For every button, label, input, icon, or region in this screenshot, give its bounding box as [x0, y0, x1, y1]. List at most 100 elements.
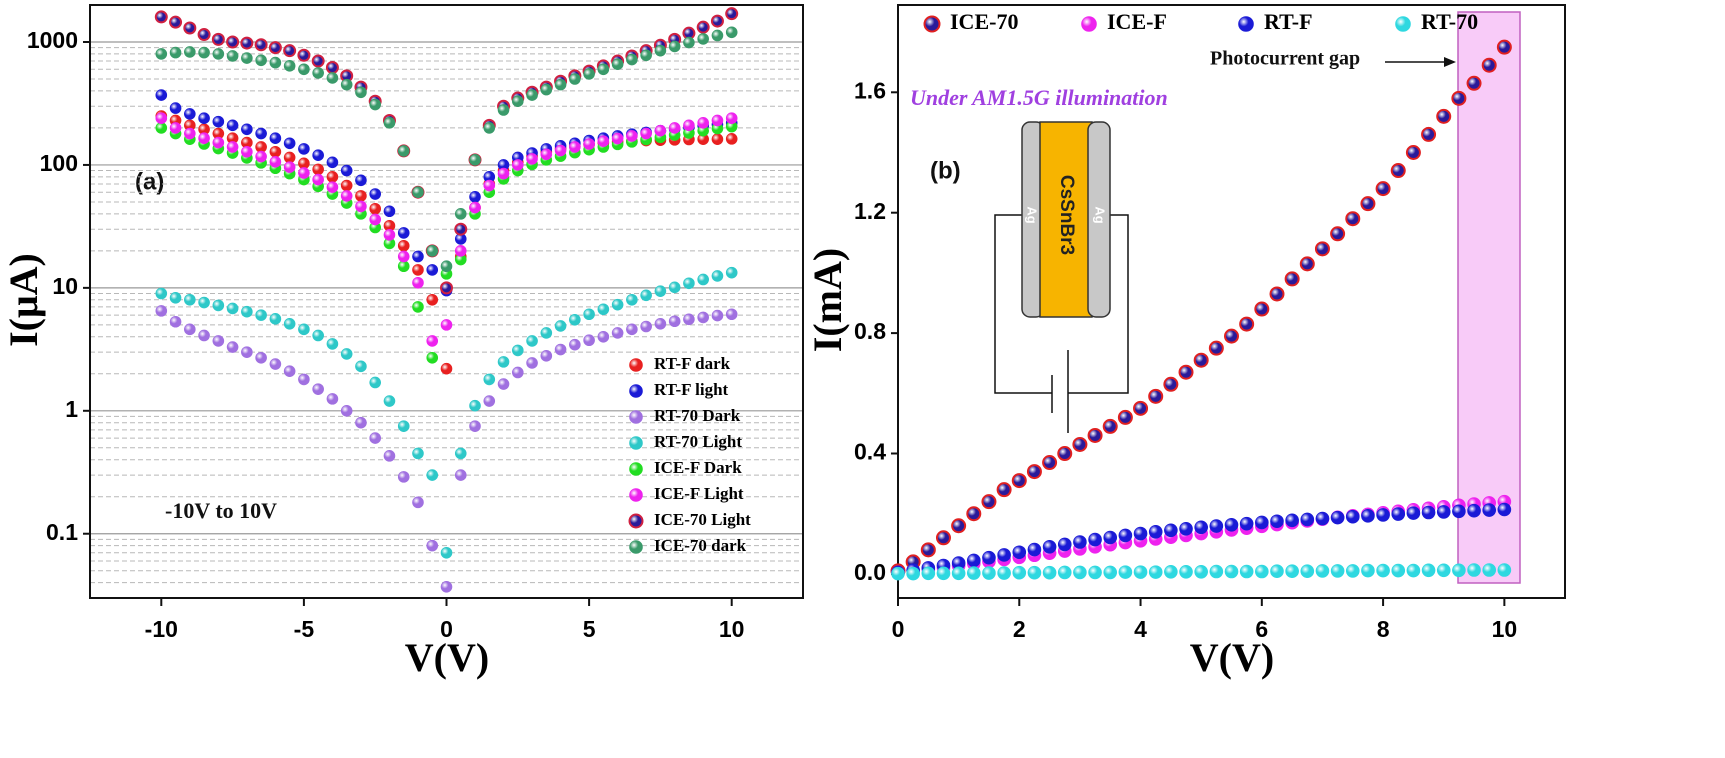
- point: [583, 334, 595, 347]
- point: [241, 123, 253, 136]
- point: [483, 395, 496, 407]
- point: [626, 130, 638, 142]
- point: [198, 132, 210, 144]
- point: [369, 213, 382, 226]
- point: [297, 48, 311, 62]
- point: [397, 227, 410, 239]
- point: [226, 50, 239, 62]
- inset-label: CsSnBr3: [1056, 175, 1077, 255]
- point: [184, 108, 196, 120]
- point: [155, 122, 168, 134]
- point: [725, 308, 738, 321]
- point: [1376, 563, 1390, 578]
- point: [640, 49, 652, 62]
- point: [583, 308, 595, 321]
- point: [440, 260, 453, 273]
- point: [184, 323, 196, 336]
- point: [454, 447, 467, 460]
- inset-label: Ag: [1025, 206, 1040, 223]
- point: [268, 41, 282, 55]
- point: [1164, 523, 1178, 538]
- point: [355, 416, 367, 429]
- point: [1179, 521, 1193, 536]
- point: [269, 132, 282, 144]
- point: [355, 190, 367, 202]
- point: [255, 309, 267, 321]
- point: [1239, 564, 1254, 579]
- legend-marker: [629, 384, 643, 398]
- point: [1406, 563, 1421, 578]
- point: [198, 46, 210, 59]
- point: [454, 208, 467, 220]
- point: [340, 179, 353, 192]
- point: [1042, 455, 1058, 471]
- legend-label: ICE-F: [1107, 9, 1167, 34]
- x-tick-label: 0: [440, 616, 453, 642]
- x-tick-label: 4: [1134, 616, 1147, 642]
- point: [1375, 181, 1391, 197]
- point: [696, 20, 710, 34]
- point: [154, 10, 168, 24]
- point: [611, 327, 624, 339]
- point: [269, 313, 282, 325]
- point: [412, 186, 424, 199]
- point: [906, 566, 920, 581]
- point: [1496, 39, 1512, 55]
- point: [1360, 196, 1376, 212]
- point: [198, 296, 210, 309]
- y-tick-label: 1.2: [854, 198, 886, 224]
- point: [554, 320, 567, 332]
- y-tick-label: 1.6: [854, 77, 886, 103]
- legend-marker: [923, 15, 941, 33]
- point: [1421, 126, 1437, 142]
- point: [255, 351, 267, 364]
- point: [483, 122, 496, 134]
- point: [1088, 532, 1102, 547]
- point: [1194, 565, 1208, 579]
- point: [951, 566, 966, 581]
- point: [226, 141, 239, 153]
- point: [1330, 510, 1345, 525]
- inset-label: Ag: [1093, 206, 1108, 223]
- point: [1179, 565, 1193, 579]
- point: [426, 335, 439, 347]
- point: [412, 250, 424, 263]
- legend-marker: [629, 358, 643, 372]
- point: [1451, 90, 1467, 106]
- point: [340, 404, 353, 417]
- point: [383, 117, 396, 129]
- point: [440, 362, 453, 375]
- y-tick-label: 10: [52, 273, 78, 299]
- point: [569, 141, 581, 153]
- point: [554, 78, 567, 91]
- point: [697, 33, 709, 45]
- point: [1102, 418, 1118, 434]
- point: [383, 229, 396, 241]
- point: [1012, 565, 1027, 580]
- point: [440, 546, 453, 559]
- panel-label: (a): [135, 168, 164, 195]
- point: [1497, 502, 1512, 517]
- point: [640, 320, 652, 333]
- point: [1269, 286, 1285, 302]
- point: [554, 144, 567, 157]
- point: [397, 145, 410, 157]
- point: [725, 133, 738, 145]
- point: [1497, 563, 1512, 577]
- point: [426, 469, 439, 481]
- point: [1088, 565, 1102, 580]
- point: [241, 145, 253, 158]
- point: [326, 181, 339, 193]
- point: [469, 191, 481, 203]
- point: [997, 548, 1011, 562]
- point: [426, 245, 439, 257]
- point: [198, 329, 210, 342]
- annotation: Photocurrent gap: [1210, 48, 1360, 70]
- point: [725, 26, 738, 39]
- point: [640, 127, 652, 140]
- point: [1027, 565, 1042, 580]
- point: [212, 335, 225, 347]
- point: [169, 292, 182, 304]
- point: [725, 112, 738, 124]
- point: [183, 21, 197, 35]
